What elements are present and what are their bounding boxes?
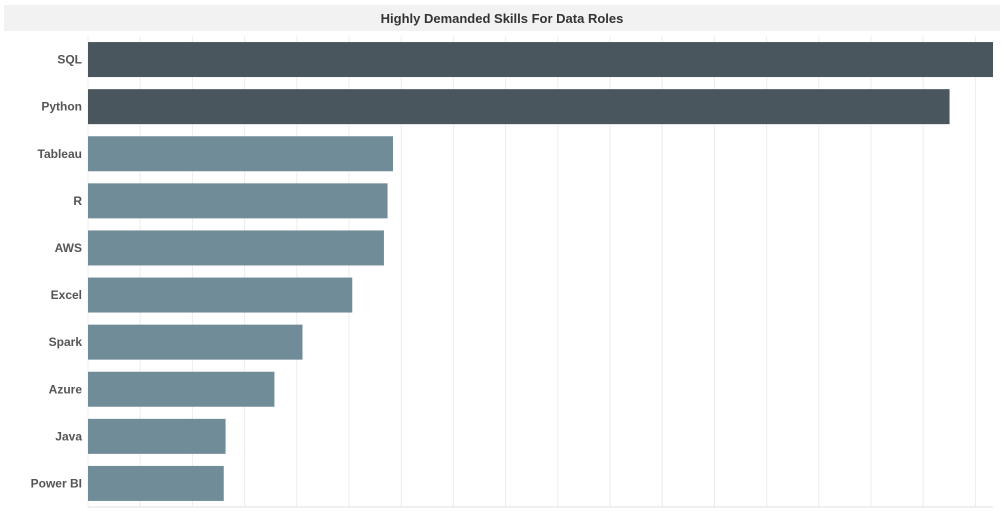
bar-power-bi[interactable] xyxy=(88,465,224,501)
category-labels: SQL Python Tableau R AWS Excel Spark Azure Java P… xyxy=(31,53,83,491)
category-label: Python xyxy=(41,100,82,114)
bar-java[interactable] xyxy=(88,418,226,454)
bar-excel[interactable] xyxy=(88,277,353,313)
bars xyxy=(88,42,993,501)
bar-spark[interactable] xyxy=(88,324,303,360)
category-label: Azure xyxy=(49,382,83,396)
category-label: Excel xyxy=(51,288,82,302)
category-label: R xyxy=(73,194,82,208)
category-label: Tableau xyxy=(38,147,82,161)
category-label: AWS xyxy=(55,241,82,255)
bar-azure[interactable] xyxy=(88,371,275,407)
bar-python[interactable] xyxy=(88,89,950,125)
category-label: Power BI xyxy=(31,476,82,490)
category-label: Spark xyxy=(49,335,83,349)
bar-tableau[interactable] xyxy=(88,136,393,172)
chart-title: Highly Demanded Skills For Data Roles xyxy=(380,10,624,26)
bar-sql[interactable] xyxy=(88,42,993,78)
category-label: SQL xyxy=(57,53,82,67)
bar-r[interactable] xyxy=(88,183,388,219)
bar-aws[interactable] xyxy=(88,230,384,266)
chart-title-bar: Highly Demanded Skills For Data Roles xyxy=(4,5,1000,31)
category-label: Java xyxy=(55,429,82,443)
